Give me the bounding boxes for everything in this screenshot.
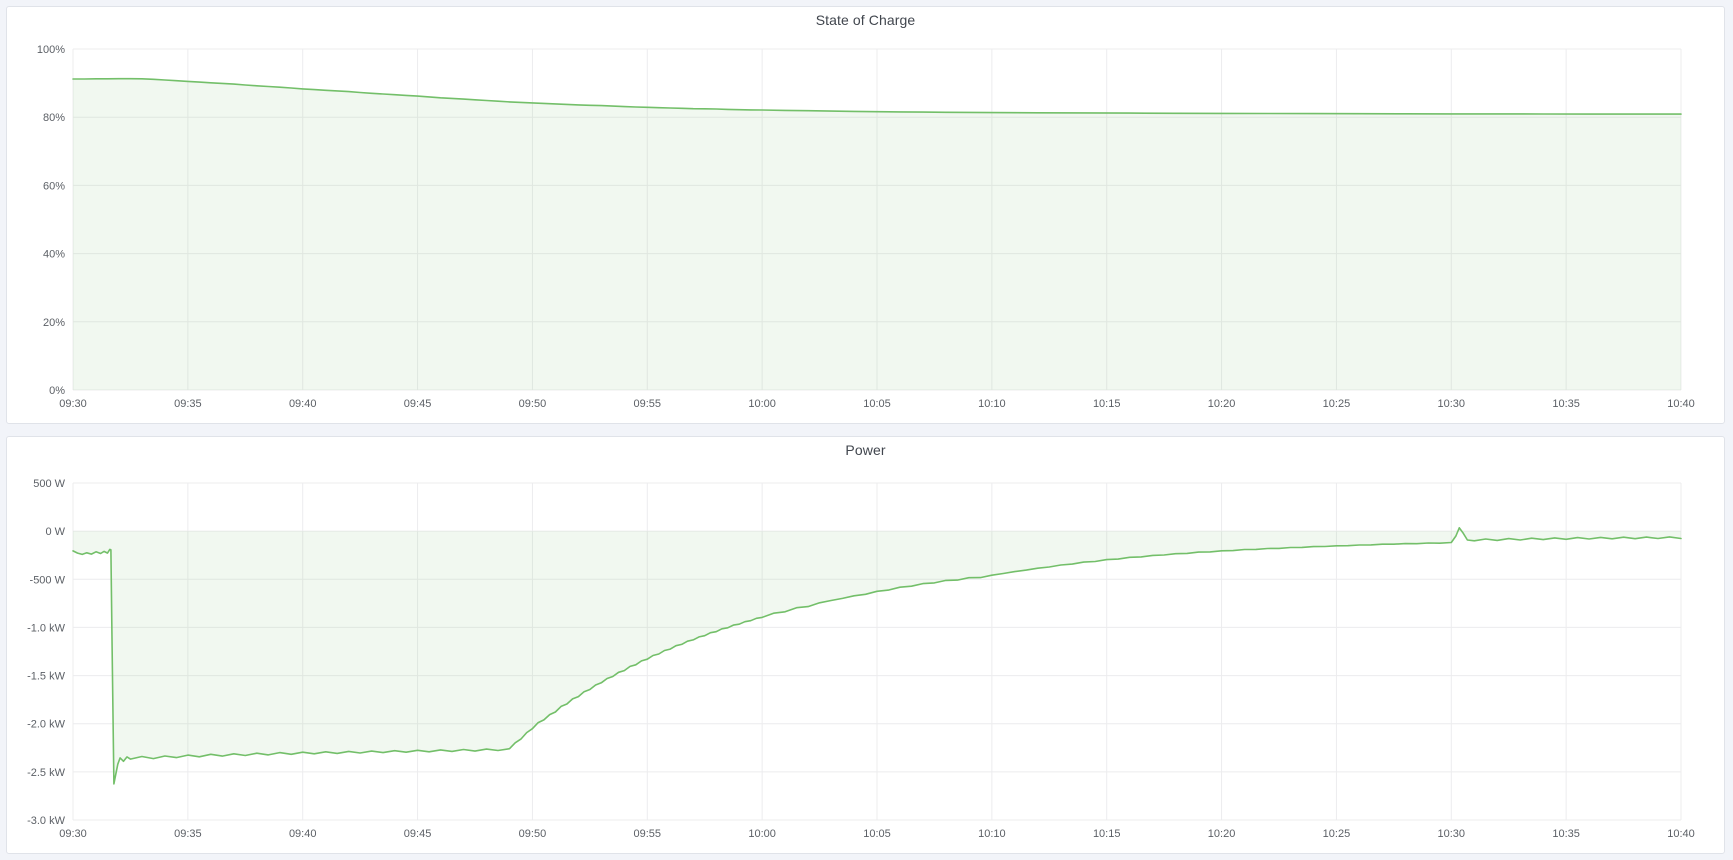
x-tick-label: 09:30	[59, 398, 87, 410]
x-tick-label: 10:15	[1093, 828, 1121, 840]
power-panel: Power 500 W 0 W -500 W -1.0 kW -1.5 kW -2.0 k…	[6, 436, 1725, 854]
x-tick-label: 10:00	[748, 398, 776, 410]
x-axis-labels: 09:30 09:35 09:40 09:45 09:50 09:55 10:00 10:05…	[59, 398, 1695, 410]
x-tick-label: 10:35	[1552, 828, 1580, 840]
grid	[72, 482, 1682, 821]
x-tick-label: 09:55	[634, 828, 662, 840]
state-of-charge-chart-canvas[interactable]: 100%80%60%40%20%0%09:30 09:35 09:40 09:45 09…	[7, 7, 1724, 423]
x-tick-label: 10:25	[1323, 828, 1351, 840]
y-tick-label: -1.0 kW	[27, 622, 66, 634]
x-tick-label: 09:40	[289, 398, 317, 410]
y-tick-label: 0 W	[45, 526, 65, 538]
x-tick-label: 10:30	[1438, 828, 1466, 840]
state-of-charge-panel-title[interactable]: State of Charge	[815, 12, 916, 28]
x-tick-label: 09:50	[519, 398, 547, 410]
x-tick-label: 09:35	[174, 398, 202, 410]
y-tick-label: 100%	[37, 44, 65, 56]
y-tick-label: 60%	[43, 180, 65, 192]
y-tick-label: 20%	[43, 317, 65, 329]
y-tick-label: 500 W	[33, 478, 65, 490]
x-tick-label: 09:45	[404, 828, 432, 840]
state-of-charge-panel: State of Charge 100% 80% 60% 40% 20% 0% 09:30 0…	[6, 6, 1725, 424]
x-tick-label: 09:45	[404, 398, 432, 410]
y-tick-label: -1.5 kW	[27, 671, 66, 683]
x-tick-label: 09:35	[174, 828, 202, 840]
power-panel-title[interactable]: Power	[845, 442, 886, 458]
y-axis-labels: 100% 80% 60% 40% 20% 0%	[37, 44, 65, 397]
x-tick-label: 10:20	[1208, 828, 1236, 840]
x-tick-label: 10:30	[1438, 398, 1466, 410]
x-tick-label: 10:05	[863, 398, 891, 410]
x-tick-label: 10:10	[978, 828, 1006, 840]
y-tick-label: -2.0 kW	[27, 719, 66, 731]
power-series-fill	[73, 527, 1681, 784]
x-tick-label: 10:40	[1667, 398, 1695, 410]
state-of-charge-series-line	[72, 77, 1682, 115]
x-tick-label: 10:20	[1208, 398, 1236, 410]
x-tick-label: 09:50	[519, 828, 547, 840]
y-tick-label: -3.0 kW	[27, 815, 66, 827]
power-series-line	[72, 527, 1682, 785]
x-tick-label: 10:25	[1323, 398, 1351, 410]
grid	[72, 48, 1682, 391]
y-axis-labels: 500 W 0 W -500 W -1.0 kW -1.5 kW -2.0 kW -2.5 …	[27, 478, 66, 827]
y-tick-label: -2.5 kW	[27, 767, 66, 779]
y-tick-label: 40%	[43, 249, 65, 261]
x-tick-label: 10:15	[1093, 398, 1121, 410]
x-tick-label: 10:00	[748, 828, 776, 840]
x-tick-label: 09:40	[289, 828, 317, 840]
state-of-charge-series-fill	[73, 78, 1681, 390]
x-tick-label: 09:30	[59, 828, 87, 840]
y-tick-label: 0%	[49, 385, 65, 397]
x-axis-labels: 09:30 09:35 09:40 09:45 09:50 09:55 10:00 10:05…	[59, 828, 1695, 840]
y-tick-label: -500 W	[30, 574, 66, 586]
x-tick-label: 09:55	[634, 398, 662, 410]
power-chart-canvas[interactable]: 500 W 0 W -500 W -1.0 kW -1.5 kW -2.0 kW -2.5 …	[7, 437, 1724, 853]
x-tick-label: 10:05	[863, 828, 891, 840]
x-tick-label: 10:35	[1552, 398, 1580, 410]
y-tick-label: 80%	[43, 112, 65, 124]
x-tick-label: 10:10	[978, 398, 1006, 410]
x-tick-label: 10:40	[1667, 828, 1695, 840]
